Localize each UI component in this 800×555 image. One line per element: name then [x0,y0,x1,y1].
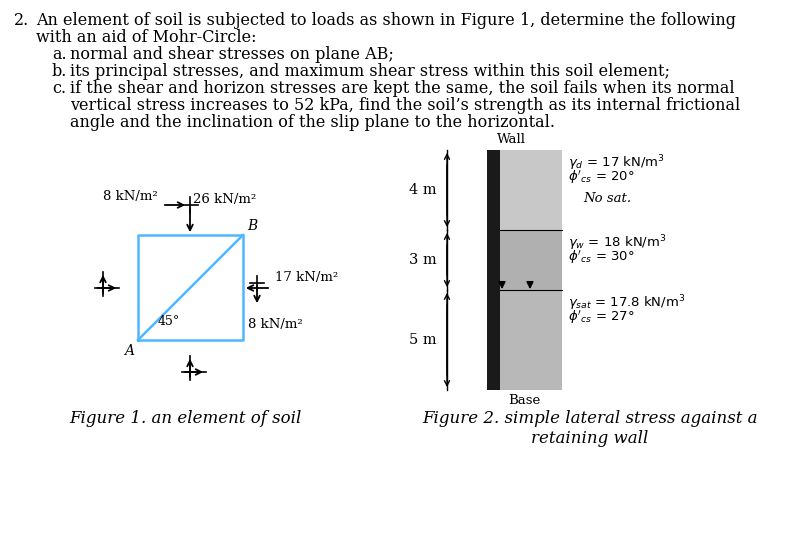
Text: $\phi'_{cs}$ = 30°: $\phi'_{cs}$ = 30° [568,248,634,265]
Polygon shape [500,230,562,290]
Text: normal and shear stresses on plane AB;: normal and shear stresses on plane AB; [70,46,394,63]
Text: B: B [247,219,258,233]
Text: 45°: 45° [158,315,180,328]
Text: No sat.: No sat. [583,192,631,205]
Text: 2.: 2. [14,12,30,29]
Text: $\gamma_{w}$ = 18 kN/m$^3$: $\gamma_{w}$ = 18 kN/m$^3$ [568,233,666,253]
Text: Figure 1. an element of soil: Figure 1. an element of soil [69,410,301,427]
Text: a.: a. [52,46,66,63]
Text: Wall: Wall [497,133,526,146]
Text: angle and the inclination of the slip plane to the horizontal.: angle and the inclination of the slip pl… [70,114,555,131]
Text: c.: c. [52,80,66,97]
Text: 8 kN/m²: 8 kN/m² [248,318,302,331]
Text: 17 kN/m²: 17 kN/m² [275,271,338,284]
Text: 26 kN/m²: 26 kN/m² [193,193,256,206]
Text: $\phi'_{cs}$ = 27°: $\phi'_{cs}$ = 27° [568,308,634,325]
Text: 4 m: 4 m [410,183,437,197]
Polygon shape [500,290,562,390]
Text: b.: b. [52,63,67,80]
Polygon shape [500,150,562,230]
Polygon shape [487,150,500,390]
Text: 5 m: 5 m [410,333,437,347]
Text: with an aid of Mohr-Circle:: with an aid of Mohr-Circle: [36,29,257,46]
Text: $\phi'_{cs}$ = 20°: $\phi'_{cs}$ = 20° [568,168,634,185]
Text: $\gamma_{d}$ = 17 kN/m$^3$: $\gamma_{d}$ = 17 kN/m$^3$ [568,153,665,173]
Text: $\gamma_{sat}$ = 17.8 kN/m$^3$: $\gamma_{sat}$ = 17.8 kN/m$^3$ [568,293,686,312]
Text: if the shear and horizon stresses are kept the same, the soil fails when its nor: if the shear and horizon stresses are ke… [70,80,734,97]
Text: 8 kN/m²: 8 kN/m² [103,190,158,203]
Text: its principal stresses, and maximum shear stress within this soil element;: its principal stresses, and maximum shea… [70,63,670,80]
Text: An element of soil is subjected to loads as shown in Figure 1, determine the fol: An element of soil is subjected to loads… [36,12,736,29]
Text: 3 m: 3 m [410,253,437,267]
Text: Base: Base [508,394,540,407]
Text: Figure 2. simple lateral stress against a
retaining wall: Figure 2. simple lateral stress against … [422,410,758,447]
Text: A: A [124,344,134,358]
Text: vertical stress increases to 52 kPa, find the soil’s strength as its internal fr: vertical stress increases to 52 kPa, fin… [70,97,740,114]
